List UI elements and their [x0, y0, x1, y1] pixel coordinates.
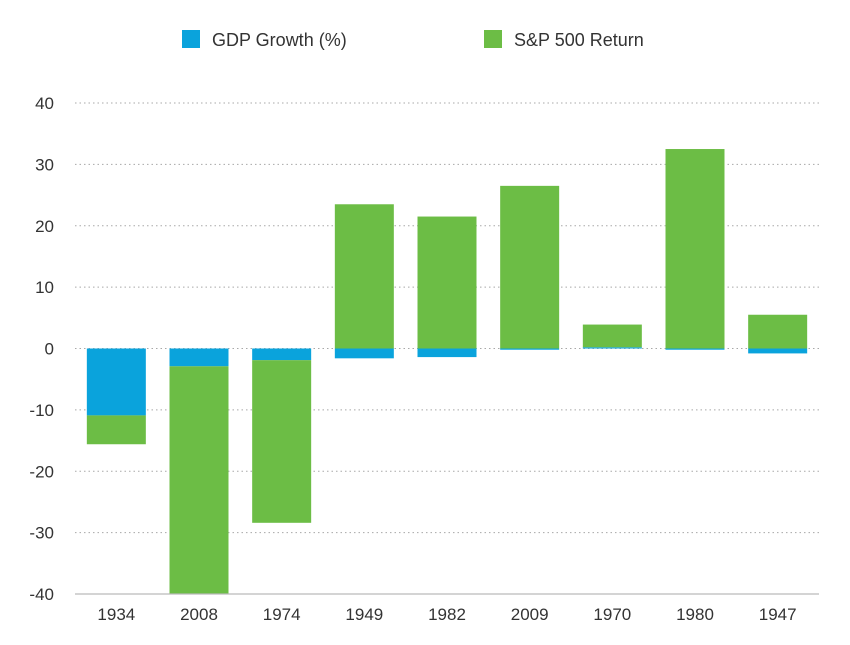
x-tick-label: 1949: [345, 605, 383, 624]
x-axis-tick-labels: 1934 2008 1974 1949 1982 2009 1970 1980 1947: [97, 605, 796, 624]
bar-gdp-growth-2009: [500, 348, 560, 350]
legend-label-sp500-return: S&P 500 Return: [514, 30, 644, 50]
y-tick-label: 40: [35, 94, 54, 113]
y-tick-label: -20: [29, 462, 54, 481]
y-tick-label: -40: [29, 585, 54, 604]
bar-gdp-growth-1974: [252, 348, 312, 361]
bar-gdp-growth-1970: [582, 347, 642, 349]
legend-swatch-sp500-return: [484, 30, 502, 48]
bar-sp500-return-2009: [500, 185, 560, 349]
bar-sp500-return-2008: [169, 366, 229, 594]
x-tick-label: 1982: [428, 605, 466, 624]
y-tick-label: 30: [35, 155, 54, 174]
bar-sp500-return-1947: [748, 314, 808, 349]
legend-swatch-gdp-growth: [182, 30, 200, 48]
legend-label-gdp-growth: GDP Growth (%): [212, 30, 347, 50]
bars: [86, 149, 808, 594]
x-tick-label: 1947: [759, 605, 797, 624]
y-tick-label: -30: [29, 524, 54, 543]
bar-sp500-return-1970: [582, 324, 642, 348]
bar-sp500-return-1982: [417, 216, 477, 349]
bar-gdp-growth-1982: [417, 348, 477, 358]
bar-sp500-return-1974: [252, 360, 312, 523]
x-tick-label: 1934: [97, 605, 135, 624]
y-tick-label: 0: [45, 340, 54, 359]
y-axis-tick-labels: -40 -30 -20 -10 0 10 20 30 40: [29, 94, 54, 604]
x-tick-label: 1980: [676, 605, 714, 624]
y-tick-label: 10: [35, 278, 54, 297]
bar-sp500-return-1949: [334, 204, 394, 349]
x-tick-label: 1970: [593, 605, 631, 624]
bar-gdp-growth-1980: [665, 348, 725, 350]
bar-gdp-growth-1947: [748, 348, 808, 354]
legend: GDP Growth (%) S&P 500 Return: [182, 30, 644, 50]
bar-sp500-return-1980: [665, 149, 725, 349]
y-tick-label: -10: [29, 401, 54, 420]
bar-gdp-growth-2008: [169, 348, 229, 367]
x-tick-label: 2009: [511, 605, 549, 624]
bar-sp500-return-1934: [86, 415, 146, 445]
y-tick-label: 20: [35, 217, 54, 236]
x-tick-label: 1974: [263, 605, 301, 624]
x-tick-label: 2008: [180, 605, 218, 624]
bar-gdp-growth-1949: [334, 348, 394, 359]
bar-gdp-growth-1934: [86, 348, 146, 416]
gridlines: [75, 102, 819, 595]
